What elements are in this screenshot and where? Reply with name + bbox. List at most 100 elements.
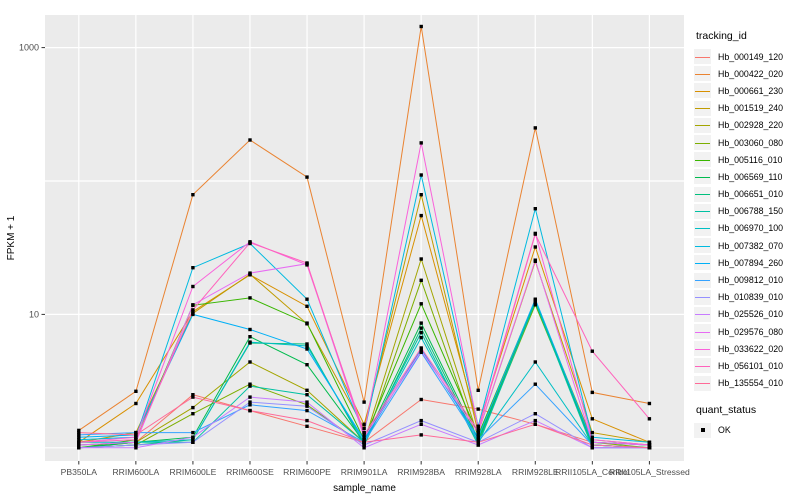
data-point: [533, 207, 537, 211]
series-line-icon: [695, 125, 710, 127]
data-point: [419, 24, 423, 29]
data-point: [419, 257, 423, 261]
data-point: [476, 435, 480, 439]
data-point: [191, 303, 195, 307]
legend-label: Hb_000422_020: [718, 68, 784, 79]
data-point: [419, 193, 423, 197]
data-point: [533, 300, 537, 304]
data-point: [191, 440, 195, 444]
data-point: [191, 412, 195, 416]
data-point: [305, 261, 309, 265]
series-line-icon: [695, 90, 710, 92]
series-line-icon: [695, 108, 710, 110]
x-tick-label: RRIM600PE: [283, 467, 331, 477]
data-point: [476, 388, 480, 392]
data-point: [248, 271, 252, 275]
data-point: [248, 384, 252, 388]
legend-item-Hb_029576_080: Hb_029576_080: [694, 323, 800, 340]
series-line-icon: [695, 314, 710, 316]
data-point: [248, 400, 252, 404]
legend-item-Hb_000149_120: Hb_000149_120: [694, 48, 800, 65]
data-point: [533, 412, 537, 416]
series-line-icon: [695, 297, 710, 299]
data-point: [305, 321, 309, 325]
legend-label: Hb_001519_240: [718, 103, 784, 114]
data-point: [305, 418, 309, 423]
data-point: [590, 417, 594, 421]
legend-label: Hb_006651_010: [718, 189, 784, 200]
series-color-swatch: [694, 220, 711, 236]
legend-label: Hb_010839_010: [718, 292, 784, 303]
legend-item-Hb_003060_080: Hb_003060_080: [694, 134, 800, 151]
data-point: [533, 303, 537, 307]
legend-label: Hb_002928_220: [718, 120, 784, 131]
legend-item-Hb_033622_020: Hb_033622_020: [694, 340, 800, 357]
data-point: [134, 435, 138, 439]
data-point: [647, 446, 652, 450]
data-point: [362, 426, 366, 430]
data-point: [134, 438, 138, 442]
series-color-swatch: [694, 186, 711, 202]
data-point: [590, 435, 594, 439]
data-point: [134, 433, 138, 437]
data-point: [590, 443, 594, 447]
legend-label: Hb_000661_230: [718, 85, 784, 96]
legend-item-Hb_001519_240: Hb_001519_240: [694, 100, 800, 117]
data-point: [134, 440, 138, 444]
y-tick-label: 1000: [19, 43, 39, 53]
data-point: [77, 430, 81, 435]
data-point: [647, 401, 652, 406]
data-point: [248, 340, 252, 344]
data-point: [533, 232, 537, 236]
data-point: [590, 349, 594, 353]
series-line-icon: [695, 228, 710, 230]
data-point: [419, 335, 423, 340]
data-point: [305, 344, 309, 348]
legend-label: Hb_006788_150: [718, 206, 784, 217]
series-line-icon: [695, 211, 710, 213]
legend-item-quant-ok: OK: [694, 422, 800, 439]
legend-label: Hb_025526_010: [718, 309, 784, 320]
legend: tracking_id Hb_000149_120 Hb_000422_020 Hb…: [694, 30, 800, 439]
series-color-swatch: [694, 135, 711, 151]
legend-label: Hb_033622_020: [718, 343, 784, 354]
data-point: [362, 422, 366, 426]
data-point: [419, 433, 423, 437]
legend-label: Hb_006569_110: [718, 171, 783, 182]
data-point: [191, 193, 195, 197]
data-point: [362, 435, 366, 439]
series-color-swatch: [694, 358, 711, 374]
data-point: [77, 438, 81, 442]
data-point: [533, 382, 537, 386]
x-tick-label: RRIM928LE: [512, 467, 559, 477]
x-axis-title: sample_name: [333, 483, 396, 494]
data-point: [77, 446, 81, 450]
series-color-swatch: [694, 49, 711, 65]
data-point: [248, 382, 252, 386]
data-point: [419, 141, 423, 145]
black-square-point-icon: [700, 428, 705, 433]
series-color-swatch: [694, 152, 711, 168]
data-point: [533, 126, 537, 130]
data-point: [305, 424, 309, 428]
legend-label: Hb_009812_010: [718, 275, 784, 286]
data-point: [590, 440, 594, 444]
data-point: [419, 346, 423, 350]
series-line-icon: [695, 159, 710, 161]
data-point: [476, 438, 480, 442]
legend-item-Hb_000661_230: Hb_000661_230: [694, 82, 800, 99]
x-tick-label: RRIM928BA: [397, 467, 445, 477]
legend-label: Hb_007894_260: [718, 257, 784, 268]
legend-label: Hb_007382_070: [718, 240, 784, 251]
data-point: [533, 418, 537, 423]
data-point: [77, 435, 81, 439]
legend-label-ok: OK: [718, 425, 731, 436]
data-point: [248, 360, 252, 364]
data-point: [533, 245, 537, 249]
data-point: [647, 417, 652, 421]
data-point: [533, 360, 537, 364]
legend-label: Hb_056101_010: [718, 360, 784, 371]
data-point: [647, 440, 652, 444]
data-point: [191, 435, 195, 439]
